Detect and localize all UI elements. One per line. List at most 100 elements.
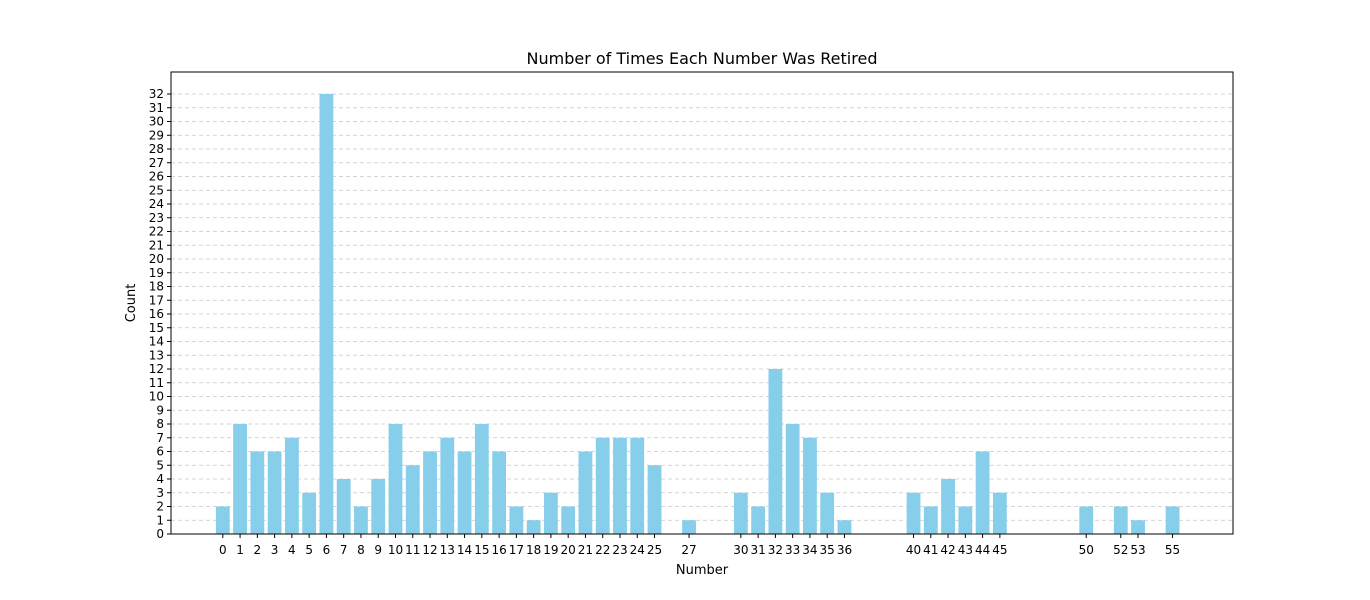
x-tick-label: 40 [906, 543, 921, 557]
x-tick-label: 19 [543, 543, 558, 557]
y-axis-ticks: 0123456789101112131415161718192021222324… [149, 87, 171, 541]
bar-52 [1113, 506, 1128, 534]
y-tick-label: 8 [156, 417, 164, 431]
bar-14 [457, 451, 472, 534]
y-tick-label: 29 [149, 128, 164, 142]
x-tick-label: 15 [474, 543, 489, 557]
bar-36 [837, 520, 852, 534]
x-tick-label: 55 [1165, 543, 1180, 557]
x-tick-label: 33 [785, 543, 800, 557]
x-tick-label: 52 [1113, 543, 1128, 557]
bar-5 [302, 492, 317, 534]
y-tick-label: 0 [156, 527, 164, 541]
y-tick-label: 4 [156, 472, 164, 486]
x-tick-label: 24 [630, 543, 645, 557]
bar-41 [923, 506, 938, 534]
y-tick-label: 16 [149, 307, 164, 321]
y-tick-label: 6 [156, 445, 164, 459]
plot-frame [170, 71, 1234, 535]
y-tick-label: 3 [156, 486, 164, 500]
x-tick-label: 50 [1079, 543, 1094, 557]
bar-6 [319, 94, 334, 534]
x-tick-label: 7 [340, 543, 348, 557]
y-tick-label: 10 [149, 390, 164, 404]
x-tick-label: 35 [820, 543, 835, 557]
x-tick-label: 9 [374, 543, 382, 557]
bar-0 [215, 506, 230, 534]
bar-1 [233, 424, 247, 534]
y-tick-label: 24 [149, 197, 164, 211]
bar-34 [803, 437, 817, 534]
x-tick-label: 18 [526, 543, 541, 557]
bar-15 [474, 424, 489, 534]
x-tick-label: 17 [509, 543, 524, 557]
bar-33 [785, 424, 800, 534]
bar-45 [992, 492, 1007, 534]
bar-3 [267, 451, 282, 534]
bar-22 [595, 437, 610, 534]
y-tick-label: 1 [156, 513, 164, 527]
x-tick-label: 4 [288, 543, 296, 557]
bar-16 [492, 451, 507, 534]
x-tick-label: 0 [219, 543, 227, 557]
x-tick-label: 42 [940, 543, 955, 557]
x-tick-label: 1 [236, 543, 244, 557]
bar-17 [509, 506, 524, 534]
bar-20 [561, 506, 576, 534]
bar-2 [250, 451, 265, 534]
x-tick-label: 41 [923, 543, 938, 557]
bar-19 [543, 492, 558, 534]
bar-21 [578, 451, 593, 534]
bar-50 [1079, 506, 1094, 534]
bar-42 [941, 479, 955, 534]
bar-30 [733, 492, 748, 534]
y-tick-label: 27 [149, 156, 164, 170]
x-tick-label: 21 [578, 543, 593, 557]
bar-25 [647, 465, 662, 534]
bar-32 [768, 369, 783, 534]
x-axis-label: Number [676, 563, 729, 578]
bar-23 [613, 437, 627, 534]
x-tick-label: 20 [561, 543, 576, 557]
bar-4 [284, 437, 299, 534]
y-tick-label: 2 [156, 500, 164, 514]
x-tick-label: 14 [457, 543, 472, 557]
x-tick-label: 11 [405, 543, 420, 557]
x-tick-label: 13 [440, 543, 455, 557]
y-tick-label: 13 [149, 348, 164, 362]
x-tick-label: 30 [733, 543, 748, 557]
bar-40 [906, 492, 921, 534]
x-tick-label: 43 [958, 543, 973, 557]
x-tick-label: 27 [681, 543, 696, 557]
bar-31 [751, 506, 766, 534]
bar-35 [820, 492, 835, 534]
y-tick-label: 21 [149, 238, 164, 252]
x-tick-label: 2 [254, 543, 262, 557]
x-tick-label: 10 [388, 543, 403, 557]
y-tick-label: 26 [149, 170, 164, 184]
y-tick-label: 17 [149, 293, 164, 307]
x-tick-label: 5 [305, 543, 313, 557]
grid-lines [171, 93, 1233, 521]
bar-27 [682, 520, 696, 534]
bar-11 [405, 465, 420, 534]
x-tick-label: 12 [422, 543, 437, 557]
y-tick-label: 11 [149, 376, 164, 390]
y-tick-label: 20 [149, 252, 164, 266]
bars [215, 94, 1180, 534]
x-tick-label: 53 [1130, 543, 1145, 557]
bar-18 [526, 520, 541, 534]
x-axis-ticks: 0 1 2 3 4 5 6 7 8 9 10 11 12 13 14 15 16 17 18 19 20 21 22 23 24… [219, 534, 1180, 557]
bar-24 [630, 437, 645, 534]
y-tick-label: 25 [149, 183, 164, 197]
y-tick-label: 32 [149, 87, 164, 101]
x-tick-label: 6 [323, 543, 331, 557]
y-axis-label: Count [124, 284, 139, 323]
y-tick-label: 14 [149, 335, 164, 349]
bar-12 [423, 451, 437, 534]
bar-10 [388, 424, 403, 534]
x-tick-label: 32 [768, 543, 783, 557]
bar-44 [975, 451, 990, 534]
x-tick-label: 25 [647, 543, 662, 557]
